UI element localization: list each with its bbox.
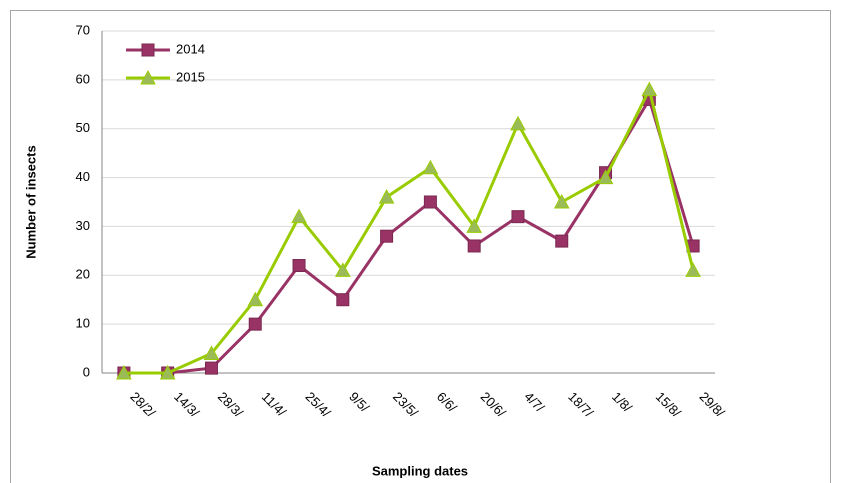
marker (423, 195, 437, 209)
chart-border (10, 10, 831, 483)
marker (510, 115, 526, 131)
marker (336, 293, 350, 307)
marker (553, 193, 570, 209)
legend-label: 2015 (176, 69, 205, 84)
series-line (123, 85, 695, 375)
marker (597, 169, 614, 185)
marker (247, 291, 264, 307)
marker (159, 364, 176, 380)
marker (203, 345, 220, 360)
y-tick-label: 20 (76, 267, 90, 282)
marker (140, 69, 156, 85)
y-tick-label: 0 (83, 364, 90, 379)
series-line (123, 95, 695, 375)
y-axis-title: Number of insects (23, 145, 38, 258)
y-tick-label: 50 (76, 120, 90, 135)
marker (141, 43, 155, 57)
y-tick-label: 30 (76, 218, 90, 233)
y-tick-label: 40 (76, 169, 90, 184)
marker (466, 218, 483, 233)
marker (380, 229, 394, 243)
x-axis-title: Sampling dates (372, 463, 468, 478)
marker (334, 262, 351, 277)
marker (685, 262, 701, 277)
marker (422, 159, 439, 175)
marker (116, 364, 132, 380)
marker (641, 81, 658, 97)
marker (378, 189, 395, 204)
y-tick-label: 60 (76, 71, 90, 86)
marker (248, 317, 262, 331)
marker (292, 259, 306, 273)
marker (467, 239, 481, 253)
legend-label: 2014 (176, 41, 205, 56)
y-tick-label: 10 (76, 316, 90, 331)
y-tick-label: 70 (76, 22, 90, 37)
marker (511, 210, 525, 224)
marker (291, 208, 307, 224)
marker (204, 361, 218, 375)
marker (555, 234, 569, 248)
